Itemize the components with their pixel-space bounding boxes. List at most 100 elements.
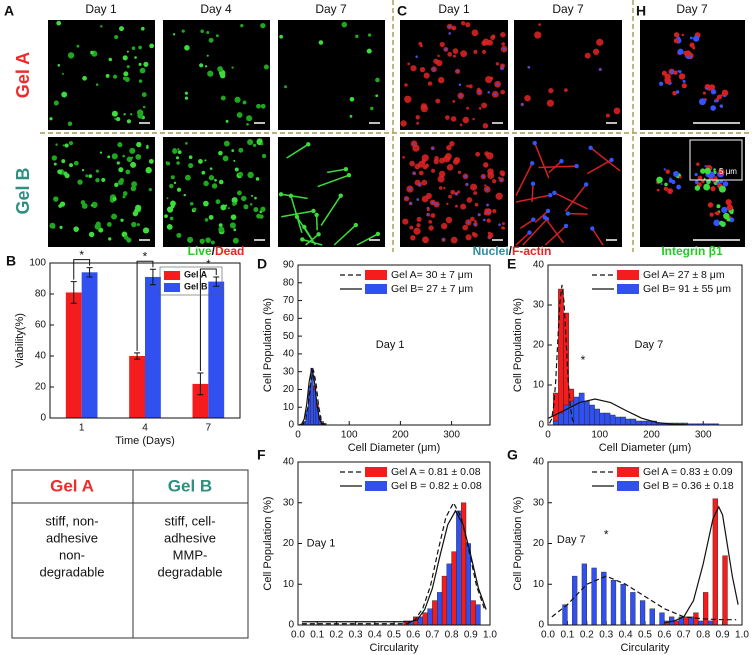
cell [706,179,711,185]
cell [421,195,429,203]
cell [415,115,420,120]
cell-process [515,194,551,203]
cell [465,22,471,28]
cell [669,177,672,180]
cell [370,106,374,111]
cell [172,148,177,152]
cell [90,50,94,55]
cell [697,175,703,181]
cell-process [281,210,314,218]
cell [431,168,436,173]
day-label: Day 7 [315,2,347,16]
cell [489,76,494,80]
x-axis-title: Cell Diameter (μm) [348,442,441,454]
y-tick-label: 0 [40,413,46,424]
histogram-bar [591,567,597,626]
cell [136,223,140,227]
cell [209,167,213,170]
histogram-bar [620,584,626,626]
cell [225,119,229,123]
cell [665,169,670,174]
cell [198,159,203,164]
cell [663,168,666,171]
cell [234,96,241,103]
cell-process [554,192,588,210]
nucleus [474,223,477,226]
x-tick-label: 0.2 [329,630,343,641]
cell [90,204,93,207]
cell [490,35,496,41]
cell [205,237,211,243]
cell [710,89,717,95]
cell [531,217,536,222]
cell [177,148,180,151]
cell [475,151,481,157]
nucleus [465,183,469,186]
cell [177,150,182,155]
cell [440,222,448,230]
cell [694,185,701,191]
cell [59,201,66,207]
cell [565,211,571,216]
cell [253,207,259,213]
legend-swatch [617,467,639,477]
cell-process [564,183,587,212]
cell [671,179,676,185]
cell [99,151,103,154]
cell [306,142,311,147]
cell [718,168,725,175]
cell [126,156,133,163]
legend-frame [159,266,223,296]
cell [148,158,154,164]
cell [116,161,120,165]
x-tick-label: 1.0 [483,630,497,641]
histogram-bar [620,416,626,426]
nucleus [467,221,470,224]
cell [200,29,204,33]
table-cell: degradable [39,564,104,579]
nucleus [409,202,412,205]
table-cell: stiff, cell- [164,513,215,528]
cell [53,100,59,106]
y-tick-label: 0 [288,420,294,431]
y-tick-label: 0 [538,420,544,431]
cell [112,74,118,79]
cell [559,159,564,164]
y-tick-label: 10 [533,579,545,590]
cell [236,190,242,196]
cell [683,50,689,56]
cell [176,161,180,165]
fit-curve [298,367,325,426]
cell [355,34,359,39]
cell [81,203,88,209]
cell [729,217,735,223]
micrograph [163,137,270,247]
cell [402,156,406,159]
cell [130,113,133,116]
cell [410,65,417,72]
cell [76,44,80,48]
cell [260,142,264,146]
cell [284,85,288,89]
histogram-bar [581,563,588,626]
cell [343,166,349,172]
cell [238,147,244,153]
cell [85,174,89,178]
cell [123,235,129,240]
cell [203,200,209,207]
cell [690,36,693,40]
cell [184,91,188,95]
legend-swatch [164,271,180,280]
y-tick-label: 20 [533,340,545,351]
cell [199,238,205,244]
cell [676,184,682,190]
cell [552,190,557,196]
cell [88,174,93,178]
cell [546,99,554,107]
cell [422,165,428,170]
histogram-bar [594,408,600,426]
cell [142,105,146,109]
error-bar [197,372,204,396]
x-tick-label: 0.8 [445,630,459,641]
cell [314,212,319,218]
